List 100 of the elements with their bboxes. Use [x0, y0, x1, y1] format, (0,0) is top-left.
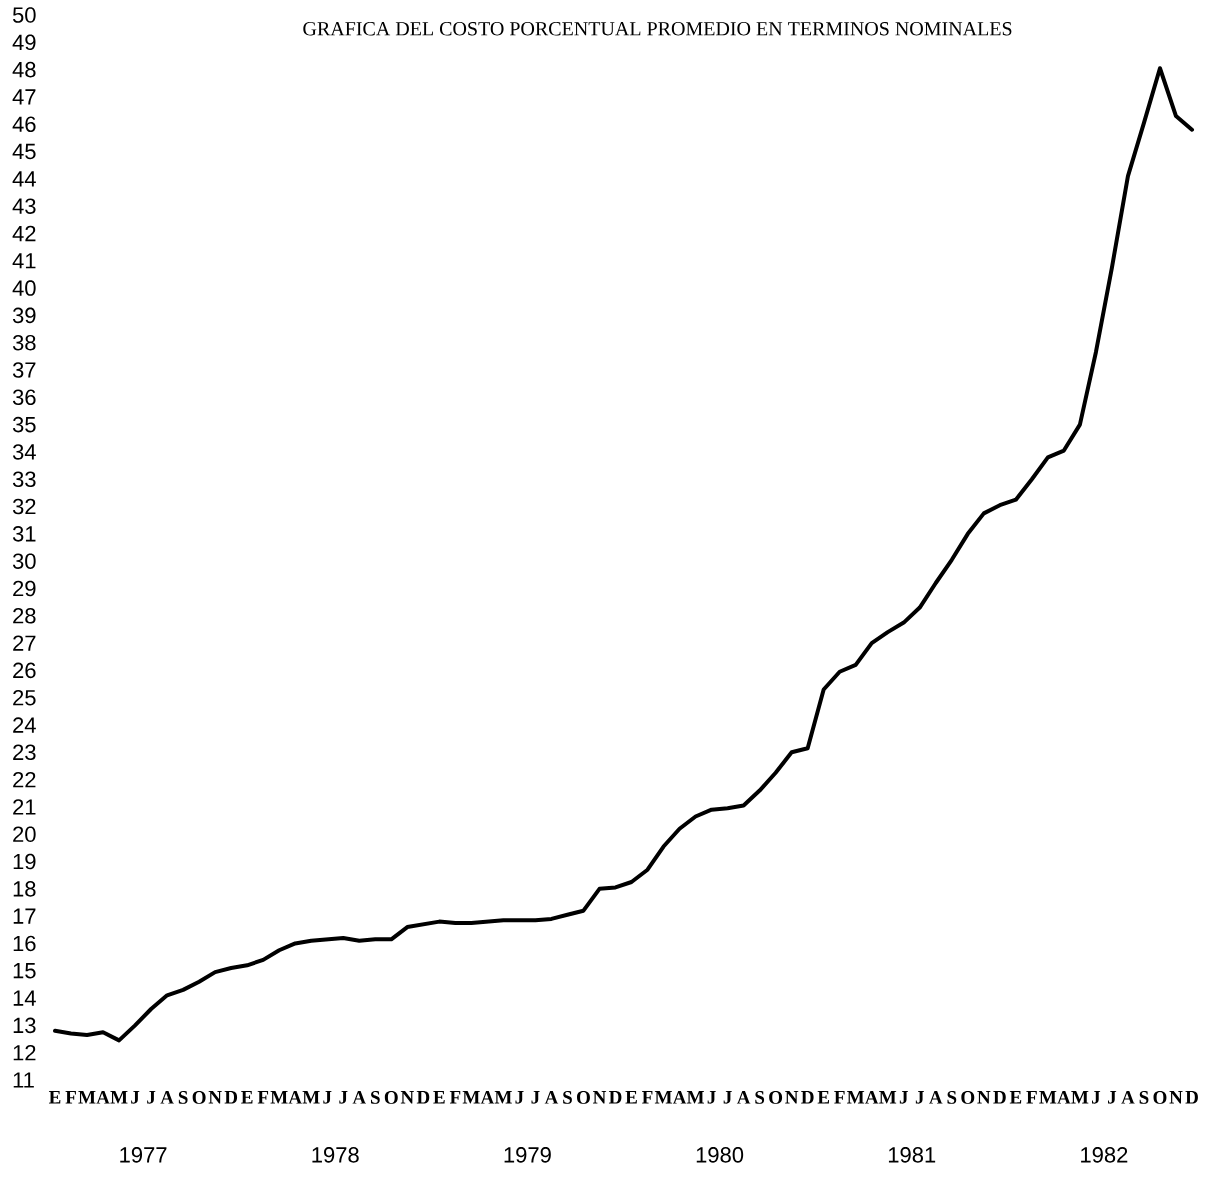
x-tick-label: F [1026, 1091, 1037, 1104]
x-tick-label: N [785, 1091, 799, 1104]
x-tick-label: N [977, 1091, 991, 1104]
y-tick-label: 29 [13, 580, 36, 597]
y-tick-label: 33 [12, 471, 36, 488]
x-tick-label: S [563, 1091, 572, 1104]
y-tick-label: 26 [13, 662, 36, 679]
x-tick-label: M [847, 1091, 865, 1104]
y-tick-label: 20 [13, 826, 36, 843]
x-tick-label: E [241, 1091, 253, 1104]
y-tick-label: 12 [13, 1045, 36, 1061]
x-tick-label: F [642, 1091, 653, 1104]
x-tick-label: O [384, 1091, 398, 1104]
x-tick-label: J [1108, 1091, 1117, 1104]
y-tick-label: 39 [12, 307, 36, 324]
y-tick-label: 27 [13, 635, 36, 651]
x-tick-label: S [947, 1091, 957, 1104]
x-tick-label: A [1057, 1091, 1071, 1104]
x-tick-label: F [449, 1091, 461, 1104]
y-tick-label: 14 [13, 990, 36, 1006]
x-tick-label: M [78, 1091, 96, 1104]
x-tick-label: A [929, 1091, 943, 1104]
x-tick-label: A [1121, 1091, 1135, 1104]
x-tick-label: A [288, 1091, 302, 1104]
y-tick-label: 47 [12, 89, 36, 105]
y-tick-label: 42 [12, 225, 36, 242]
x-tick-label: M [686, 1091, 704, 1104]
x-tick-label: M [110, 1091, 128, 1104]
x-tick-label: J [915, 1091, 924, 1104]
x-tick-label: M [654, 1091, 672, 1104]
x-tick-label: E [48, 1091, 61, 1104]
x-tick-label: J [723, 1091, 732, 1104]
x-tick-label: D [416, 1091, 430, 1104]
x-tick-label: J [147, 1091, 156, 1104]
x-tick-label: J [531, 1091, 540, 1104]
y-tick-label: 30 [12, 553, 36, 569]
x-tick-label: E [817, 1091, 830, 1104]
y-tick-label: 49 [12, 34, 36, 51]
x-tick-label: D [608, 1091, 622, 1104]
x-tick-label: D [224, 1091, 238, 1104]
y-tick-label: 11 [13, 1072, 34, 1088]
y-tick-label: 22 [13, 771, 36, 788]
y-tick-label: 50 [12, 7, 36, 23]
y-tick-label: 38 [12, 334, 36, 351]
y-tick-label: 19 [13, 853, 36, 870]
x-tick-label: M [302, 1091, 320, 1104]
y-tick-label: 40 [12, 280, 36, 296]
x-tick-label: A [865, 1091, 879, 1104]
x-tick-label: E [1009, 1091, 1022, 1104]
x-tick-label: J [131, 1091, 140, 1104]
x-tick-label: M [270, 1091, 288, 1104]
x-tick-label: J [339, 1091, 348, 1104]
x-tick-label: E [625, 1091, 637, 1104]
x-tick-label: A [480, 1091, 495, 1104]
x-tick-label: O [577, 1091, 590, 1104]
x-tick-label: N [208, 1091, 222, 1104]
y-tick-label: 13 [13, 1017, 36, 1034]
text: 1982 [1081, 1147, 1128, 1163]
y-tick-label: 46 [12, 116, 36, 133]
y-tick-label: 43 [12, 198, 36, 214]
x-tick-label: J [707, 1091, 716, 1104]
x-tick-label: O [192, 1091, 206, 1104]
y-tick-label: 23 [13, 744, 36, 761]
text: 1977 [120, 1147, 167, 1163]
y-tick-label: 35 [12, 416, 36, 433]
y-tick-label: 37 [12, 362, 36, 378]
x-tick-label: J [899, 1091, 908, 1104]
text: 1978 [312, 1147, 359, 1163]
x-tick-label: S [755, 1091, 765, 1104]
y-tick-label: 15 [13, 963, 36, 979]
y-tick-label: 41 [12, 253, 36, 269]
x-tick-label: J [515, 1091, 524, 1104]
x-tick-label: D [993, 1091, 1006, 1104]
x-tick-label: A [160, 1091, 174, 1104]
x-tick-label: M [462, 1091, 480, 1104]
x-tick-label: D [801, 1091, 814, 1104]
y-tick-label: 24 [13, 717, 36, 733]
x-tick-label: N [400, 1091, 414, 1104]
y-tick-label: 44 [12, 171, 36, 187]
x-tick-label: A [672, 1091, 687, 1104]
x-tick-label: S [371, 1091, 380, 1104]
y-tick-label: 16 [13, 935, 36, 952]
y-tick-label: 34 [12, 444, 36, 460]
y-tick-label: 45 [12, 143, 36, 160]
x-tick-label: J [1092, 1091, 1101, 1104]
x-tick-label: N [1169, 1091, 1183, 1104]
x-tick-label: D [1185, 1091, 1198, 1104]
x-tick-label: M [1039, 1091, 1057, 1104]
x-tick-label: F [65, 1091, 76, 1104]
y-tick-label: 36 [12, 389, 36, 406]
x-tick-label: A [736, 1091, 751, 1104]
x-tick-label: A [96, 1091, 110, 1104]
y-tick-label: 21 [13, 799, 36, 815]
x-tick-label: F [257, 1091, 269, 1104]
x-tick-label: A [544, 1091, 559, 1104]
y-tick-label: 28 [13, 608, 36, 624]
x-tick-label: M [1071, 1091, 1089, 1104]
x-tick-label: O [961, 1091, 975, 1104]
x-tick-label: E [433, 1091, 445, 1104]
y-tick-label: 48 [12, 61, 36, 78]
